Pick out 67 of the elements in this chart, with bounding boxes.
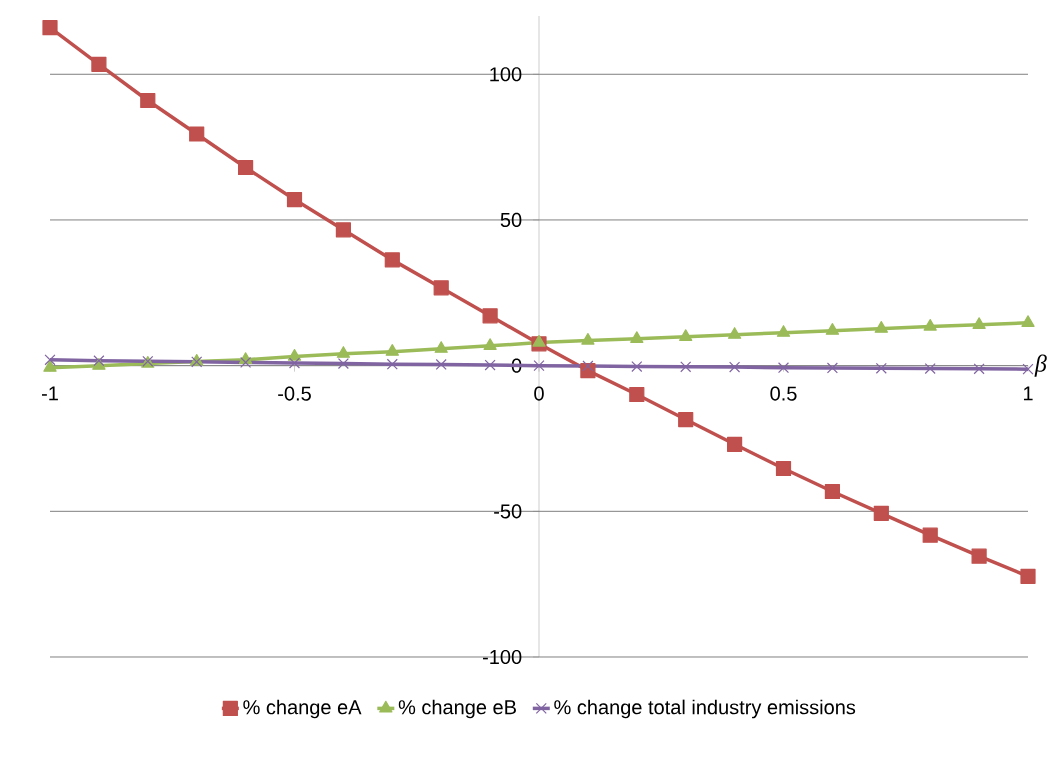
legend-label: % change eA — [243, 699, 362, 719]
point — [336, 346, 351, 358]
y-tick-label: -50 — [494, 504, 522, 519]
point — [727, 327, 742, 339]
point — [922, 527, 938, 543]
point — [972, 317, 986, 329]
point — [434, 341, 448, 353]
point — [971, 548, 987, 564]
point — [238, 159, 254, 176]
point — [44, 354, 56, 366]
point — [337, 358, 349, 370]
legend-label: % change eB — [398, 699, 516, 719]
point — [824, 483, 841, 500]
point — [580, 362, 596, 379]
point — [435, 358, 447, 371]
point — [678, 411, 694, 428]
point — [484, 359, 496, 371]
point — [825, 323, 840, 335]
point — [433, 280, 449, 296]
point — [1022, 363, 1034, 375]
point — [286, 191, 303, 208]
point — [777, 362, 790, 374]
point — [629, 386, 645, 403]
point — [482, 308, 498, 324]
point — [582, 360, 594, 372]
point — [729, 361, 741, 373]
legend-label: % change total industry emissions — [554, 699, 856, 719]
point — [43, 360, 57, 372]
point — [1021, 315, 1035, 327]
point — [924, 363, 936, 375]
y-tick-label: -100 — [483, 649, 522, 665]
point — [923, 318, 937, 331]
point — [775, 460, 792, 477]
point — [873, 505, 889, 521]
point — [679, 329, 693, 341]
point — [874, 321, 888, 333]
point — [581, 332, 595, 345]
point — [335, 222, 351, 238]
x-axis-title: β — [1034, 354, 1047, 377]
point — [240, 356, 252, 368]
point — [532, 335, 546, 347]
point — [386, 358, 398, 370]
point — [630, 331, 644, 343]
point — [189, 126, 205, 142]
point — [826, 362, 838, 374]
point — [1020, 568, 1036, 584]
point — [776, 325, 791, 337]
x-tick-label: 0.5 — [770, 386, 797, 401]
point — [384, 252, 400, 268]
point — [385, 344, 399, 356]
point — [727, 436, 743, 452]
point — [140, 92, 156, 109]
x-tick-label: 0 — [534, 386, 544, 401]
point — [680, 361, 692, 373]
x-tick-label: -1 — [42, 386, 58, 401]
point — [533, 360, 545, 372]
y-tick-label: 50 — [500, 212, 522, 228]
point — [973, 363, 985, 375]
y-tick-label: 100 — [490, 67, 522, 82]
point — [875, 362, 887, 374]
point — [91, 56, 107, 72]
x-tick-label: -0.5 — [278, 386, 311, 401]
point — [631, 360, 643, 373]
x-tick-label: 1 — [1023, 386, 1033, 401]
point — [42, 20, 58, 36]
point — [483, 338, 497, 350]
point — [288, 357, 301, 369]
